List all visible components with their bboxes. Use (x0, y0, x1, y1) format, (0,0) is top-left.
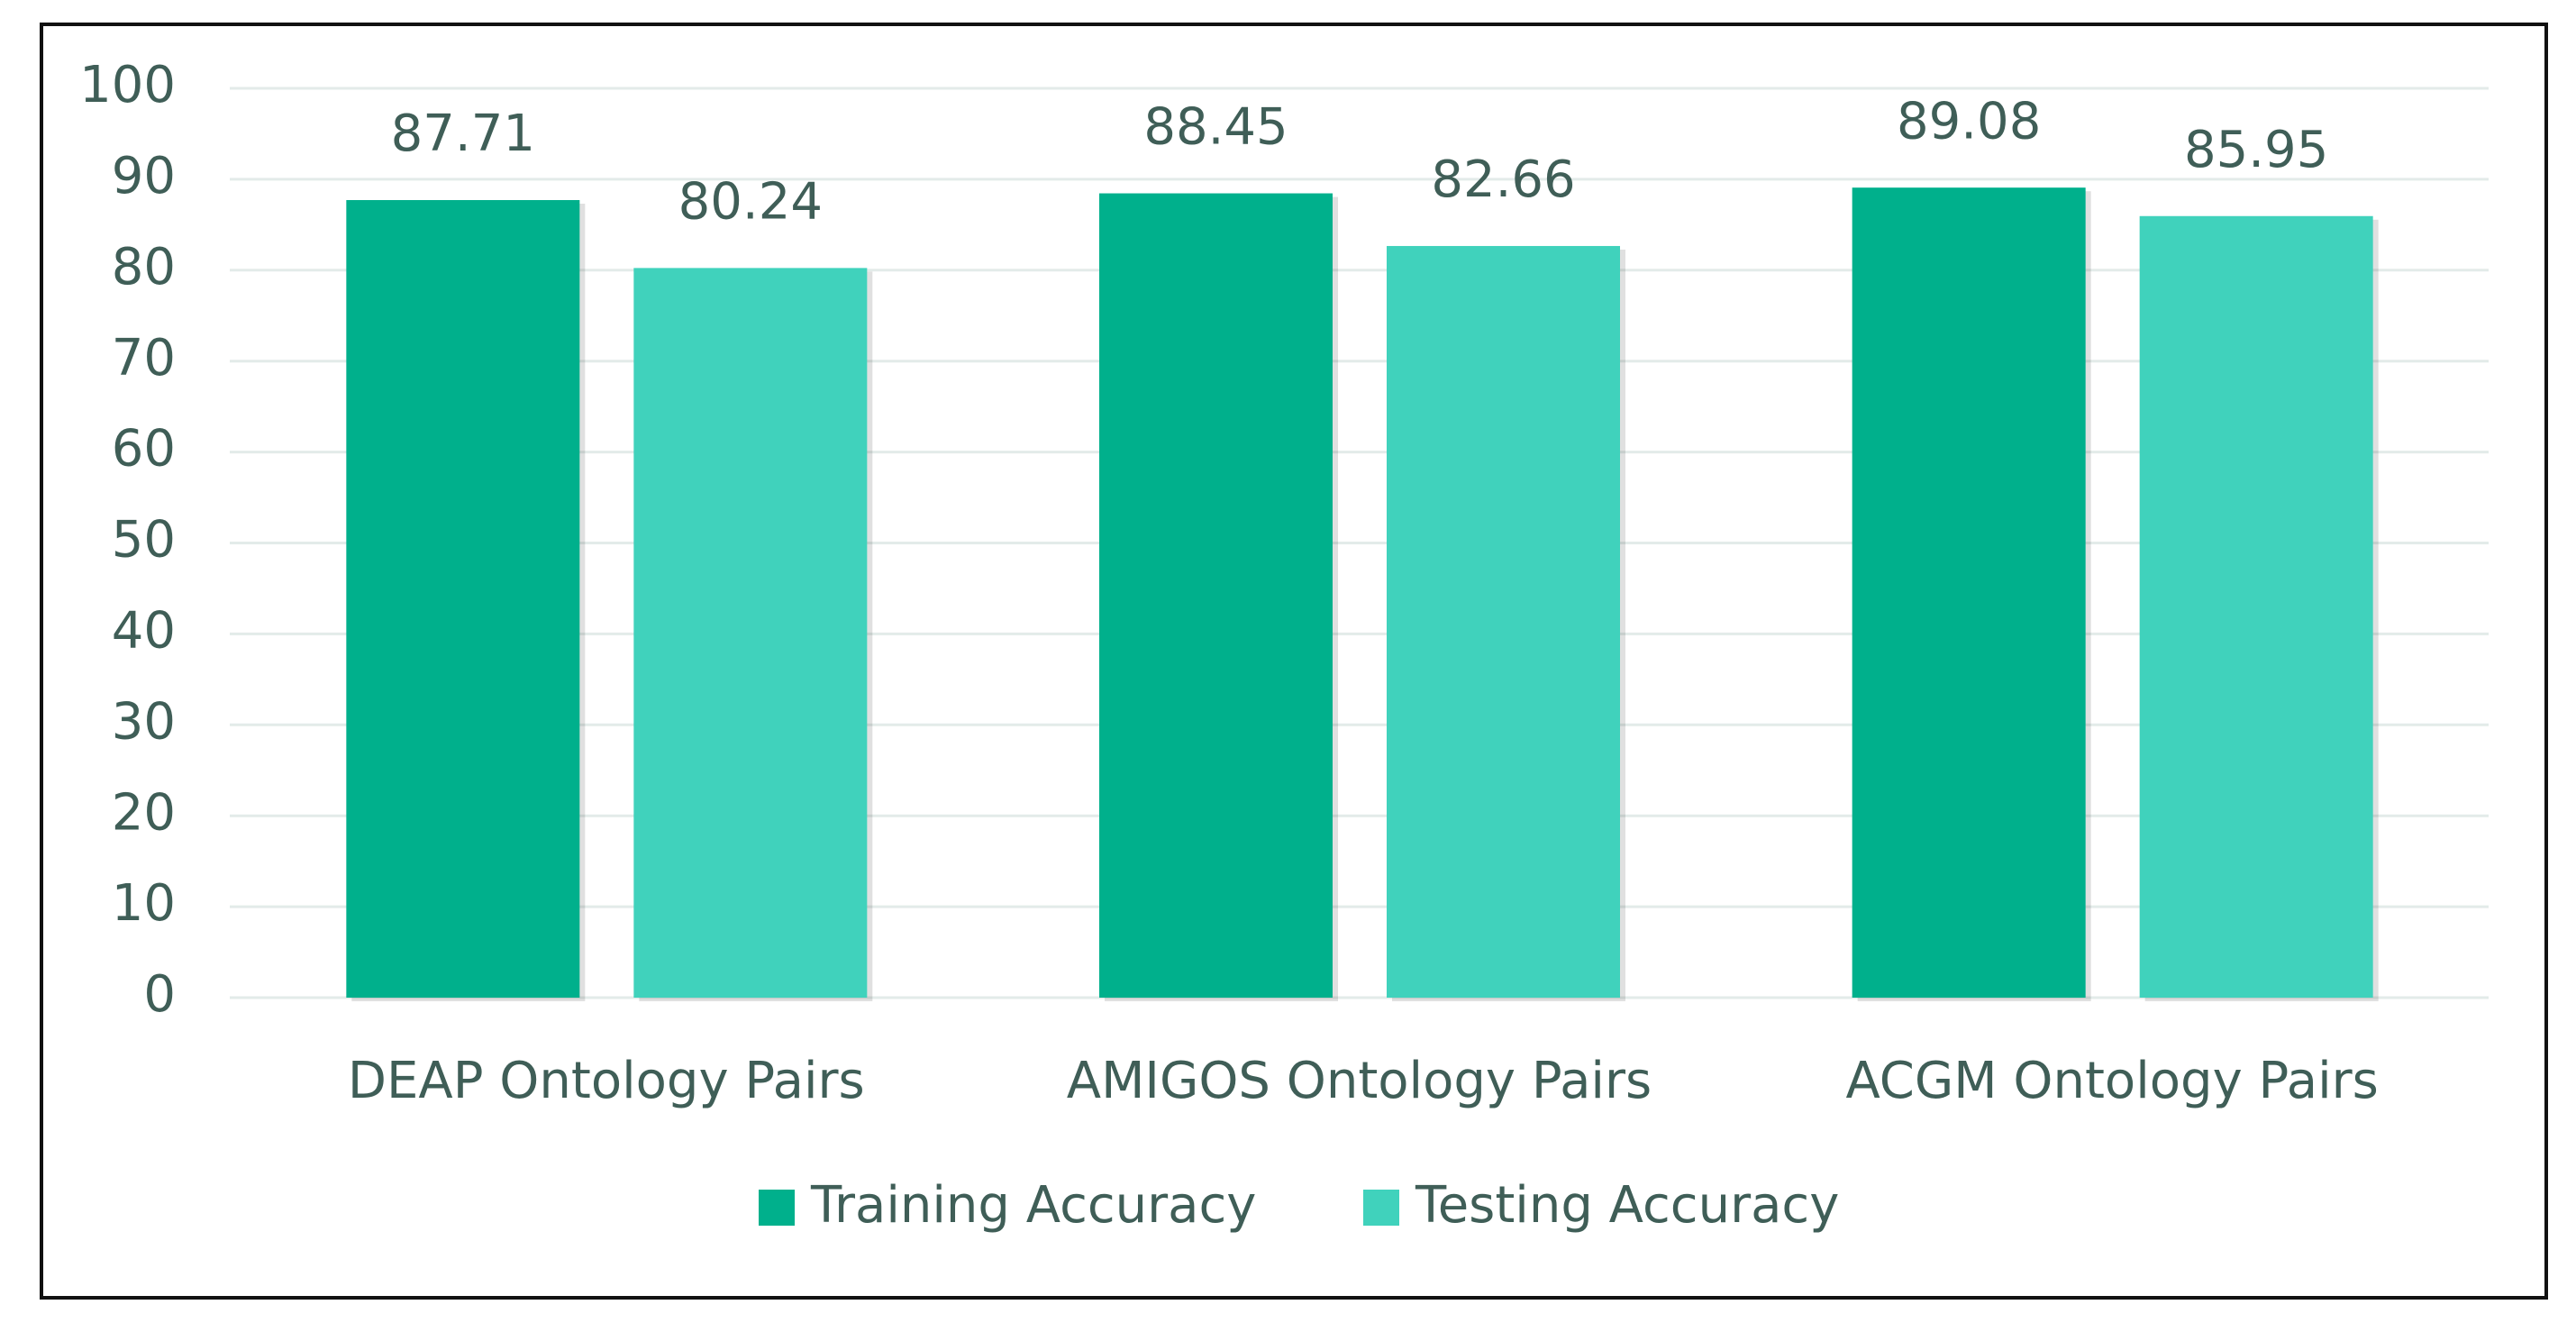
legend-label: Testing Accuracy (1415, 1176, 1839, 1235)
y-tick-label: 10 (112, 874, 176, 933)
y-tick-label: 90 (112, 147, 176, 205)
y-tick-label: 20 (112, 783, 176, 842)
bar (1387, 245, 1620, 999)
value-label: 85.95 (2184, 121, 2328, 179)
legend-swatch (1363, 1190, 1399, 1226)
y-tick-label: 60 (112, 420, 176, 479)
bar (633, 268, 868, 998)
y-tick-label: 30 (112, 692, 176, 751)
legend-label: Training Accuracy (810, 1176, 1256, 1235)
y-tick-label: 0 (143, 965, 176, 1024)
x-tick-label: AMIGOS Ontology Pairs (1067, 1052, 1652, 1110)
y-tick-label: 40 (112, 602, 176, 661)
x-tick-label: DEAP Ontology Pairs (348, 1052, 865, 1110)
y-tick-label: 70 (112, 329, 176, 388)
y-tick-label: 80 (112, 238, 176, 297)
value-label: 80.24 (678, 173, 823, 232)
x-tick-label: ACGM Ontology Pairs (1845, 1052, 2378, 1110)
y-tick-label: 50 (112, 511, 176, 570)
bar (2139, 215, 2373, 998)
bar (1099, 193, 1333, 999)
value-label: 88.45 (1143, 98, 1288, 157)
legend-swatch (759, 1190, 795, 1226)
value-label: 82.66 (1431, 151, 1575, 209)
value-label: 89.08 (1897, 92, 2041, 151)
y-tick-label: 100 (79, 56, 176, 114)
value-label: 87.71 (391, 105, 535, 163)
bar (346, 200, 580, 998)
bar (1852, 187, 2086, 998)
